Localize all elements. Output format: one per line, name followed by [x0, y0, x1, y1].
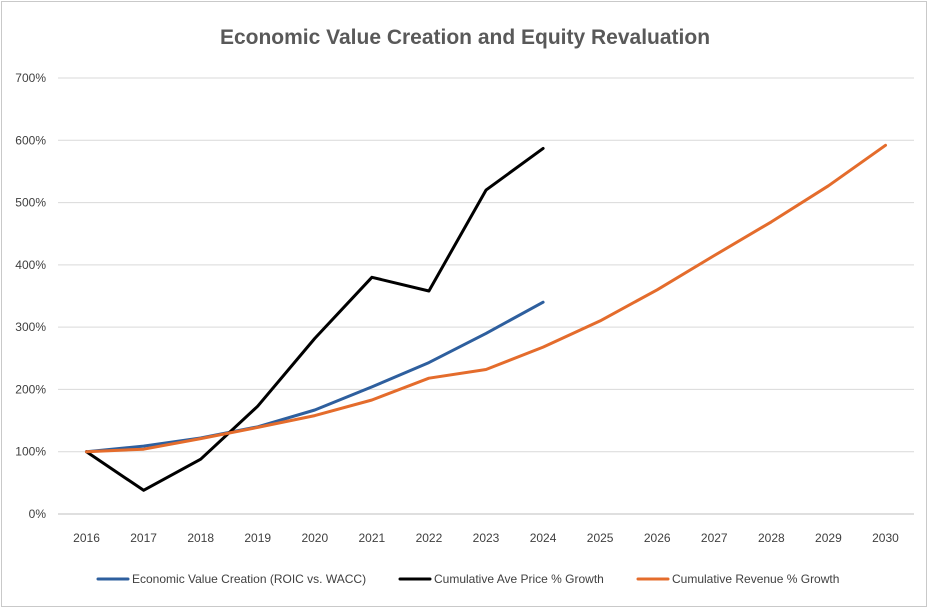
y-tick-label: 400% — [15, 258, 46, 272]
legend-label: Cumulative Ave Price % Growth — [434, 572, 604, 586]
x-tick-label: 2028 — [758, 531, 785, 545]
gridlines — [58, 77, 914, 515]
x-tick-label: 2019 — [244, 531, 271, 545]
legend-label: Economic Value Creation (ROIC vs. WACC) — [132, 572, 366, 586]
x-tick-label: 2029 — [815, 531, 842, 545]
x-tick-label: 2024 — [530, 531, 557, 545]
y-axis-ticks: 0% 100% 200% 300% 400% 500% 600% 700% — [15, 71, 46, 521]
series-line-economic-value-creation-roic-vs-wacc — [85, 300, 545, 454]
series-line-cumulative-revenue-growth — [85, 143, 887, 454]
x-tick-label: 2030 — [872, 531, 899, 545]
legend-label: Cumulative Revenue % Growth — [672, 572, 839, 586]
x-tick-label: 2027 — [701, 531, 728, 545]
series-lines — [85, 143, 887, 492]
chart-title: Economic Value Creation and Equity Reval… — [220, 26, 710, 49]
x-tick-label: 2026 — [644, 531, 671, 545]
x-tick-label: 2018 — [187, 531, 214, 545]
x-tick-label: 2025 — [587, 531, 614, 545]
series-line-cumulative-ave-price-growth — [85, 146, 545, 492]
x-tick-label: 2016 — [73, 531, 100, 545]
x-tick-label: 2017 — [130, 531, 157, 545]
y-tick-label: 100% — [15, 445, 46, 459]
x-tick-label: 2023 — [473, 531, 500, 545]
y-tick-label: 0% — [29, 507, 47, 521]
x-tick-label: 2022 — [416, 531, 443, 545]
x-tick-label: 2021 — [359, 531, 386, 545]
y-tick-label: 300% — [15, 320, 46, 334]
x-axis-ticks: 2016 2017 2018 2019 2020 2021 2022 2023 2024 2025… — [73, 531, 899, 545]
y-tick-label: 500% — [15, 196, 46, 210]
y-tick-label: 600% — [15, 133, 46, 147]
y-tick-label: 200% — [15, 382, 46, 396]
y-tick-label: 700% — [15, 71, 46, 85]
legend: Economic Value Creation (ROIC vs. WACC) C… — [96, 572, 839, 586]
x-tick-label: 2020 — [301, 531, 328, 545]
